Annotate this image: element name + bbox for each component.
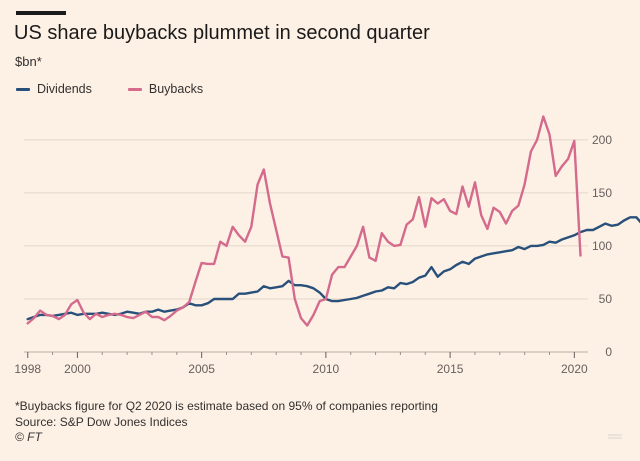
legend-swatch-dividends bbox=[16, 87, 30, 91]
y-tick-labels: 0 50 100 150 200 bbox=[592, 133, 612, 359]
line-chart: 0 50 100 150 200 1998 2000 2005 2010 2015 2020 bbox=[14, 115, 640, 376]
x-tick-label: 1998 bbox=[14, 362, 41, 376]
x-tick-label: 2010 bbox=[313, 362, 340, 376]
legend: Dividends Buybacks bbox=[16, 80, 239, 98]
copyright: © FT bbox=[15, 430, 42, 444]
y-tick-label: 50 bbox=[599, 292, 613, 306]
x-tick-label: 2000 bbox=[64, 362, 91, 376]
unit-label: $bn* bbox=[15, 54, 42, 69]
legend-label-dividends: Dividends bbox=[37, 82, 92, 96]
legend-item-buybacks: Buybacks bbox=[127, 82, 204, 96]
legend-label-buybacks: Buybacks bbox=[148, 82, 204, 96]
source-line: Source: S&P Dow Jones Indices bbox=[15, 414, 188, 429]
legend-swatch-buybacks bbox=[127, 87, 142, 91]
x-tick-label: 2015 bbox=[437, 362, 464, 376]
series-line-buybacks bbox=[26, 115, 582, 327]
footnotes: *Buybacks figure for Q2 2020 is estimate… bbox=[15, 399, 438, 446]
brand-bar bbox=[16, 11, 66, 15]
resize-grip-icon bbox=[608, 434, 622, 439]
y-tick-label: 100 bbox=[592, 239, 612, 253]
x-axis: 1998 2000 2005 2010 2015 2020 bbox=[14, 352, 588, 376]
y-tick-label: 0 bbox=[605, 345, 612, 359]
chart-title: US share buybacks plummet in second quar… bbox=[14, 22, 430, 44]
legend-item-dividends: Dividends bbox=[16, 82, 92, 96]
gridlines bbox=[24, 139, 588, 353]
series-lines bbox=[26, 115, 640, 327]
footnote: *Buybacks figure for Q2 2020 is estimate… bbox=[15, 399, 438, 413]
x-tick-label: 2020 bbox=[561, 362, 588, 376]
y-tick-label: 150 bbox=[592, 186, 612, 200]
y-tick-label: 200 bbox=[592, 133, 612, 147]
x-tick-label: 2005 bbox=[188, 362, 215, 376]
series-line-dividends bbox=[26, 216, 640, 321]
